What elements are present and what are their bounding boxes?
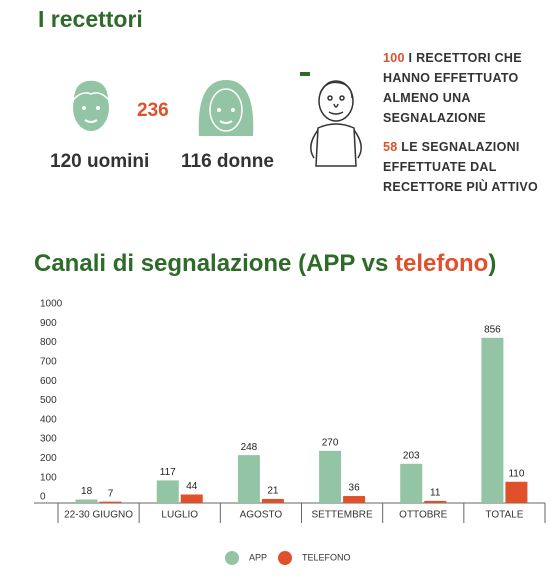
title-part: APP	[306, 250, 355, 277]
bar	[180, 494, 203, 503]
legend-swatch	[278, 551, 292, 565]
value-label: 44	[186, 481, 198, 492]
value-label: 117	[160, 467, 176, 478]
title-part: vs	[355, 250, 395, 277]
fact: 100 I RECETTORI CHE HANNO EFFETTUATO ALM…	[383, 48, 553, 128]
value-label: 36	[349, 483, 361, 494]
bar	[237, 455, 260, 503]
value-label: 856	[484, 324, 501, 335]
y-tick-label: 1000	[40, 299, 63, 310]
y-tick-label: 500	[40, 395, 57, 406]
value-label: 18	[81, 486, 93, 497]
chart: Canali di segnalazione (APP vs telefono)…	[34, 250, 546, 565]
bar	[400, 463, 423, 503]
value-label: 110	[508, 468, 524, 479]
bar	[99, 501, 122, 503]
bar	[156, 480, 179, 503]
y-tick-label: 900	[40, 318, 57, 329]
bar	[75, 499, 98, 503]
women-count: 116 donne	[181, 151, 274, 172]
bar	[505, 481, 528, 503]
y-tick-label: 400	[40, 414, 57, 425]
bar	[261, 498, 284, 503]
chart-title: Canali di segnalazione (APP vs telefono)	[34, 250, 496, 277]
legend-swatch	[225, 551, 239, 565]
bar	[343, 496, 366, 503]
y-tick-label: 700	[40, 357, 57, 368]
y-tick-label: 800	[40, 337, 57, 348]
x-tick-label: 22-30 GIUGNO	[64, 510, 133, 521]
fact: 58 LE SEGNALAZIONI EFFETTUATE DAL RECETT…	[383, 137, 553, 197]
title-part: Canali di segnalazione (	[34, 250, 306, 277]
y-tick-label: 200	[40, 453, 57, 464]
bar	[481, 337, 504, 503]
section-title: I recettori	[38, 6, 143, 32]
title-part: telefono	[395, 250, 488, 277]
fact-text: LE SEGNALAZIONI EFFETTUATE DAL RECETTORE…	[383, 140, 539, 194]
fact-number: 100	[383, 51, 405, 65]
y-tick-label: 600	[40, 376, 57, 387]
fact-number: 58	[383, 140, 398, 154]
bar	[424, 500, 447, 503]
x-tick-label: SETTEMBRE	[312, 510, 373, 521]
man-icon	[72, 79, 110, 131]
value-label: 270	[322, 438, 339, 449]
legend-label: TELEFONO	[302, 552, 351, 562]
bar	[319, 450, 342, 503]
men-count: 120 uomini	[50, 151, 150, 172]
woman-icon	[198, 80, 254, 136]
x-tick-label: OTTOBRE	[399, 510, 447, 521]
y-tick-label: 300	[40, 434, 57, 445]
x-tick-label: LUGLIO	[161, 510, 198, 521]
x-tick-label: TOTALE	[485, 510, 523, 521]
value-label: 7	[108, 488, 114, 499]
y-tick-label: 100	[40, 472, 57, 483]
total-count: 236	[137, 100, 169, 121]
legend-label: APP	[249, 552, 267, 562]
face-icons	[72, 79, 254, 136]
value-label: 11	[430, 488, 441, 499]
value-label: 203	[403, 450, 420, 461]
y-tick-label: 0	[40, 492, 46, 503]
value-label: 248	[241, 442, 258, 453]
cartoon-man	[300, 72, 362, 167]
title-part: )	[488, 250, 496, 277]
value-label: 21	[267, 486, 279, 497]
fact-text: I RECETTORI CHE HANNO EFFETTUATO ALMENO …	[383, 51, 522, 125]
x-tick-label: AGOSTO	[240, 510, 283, 521]
